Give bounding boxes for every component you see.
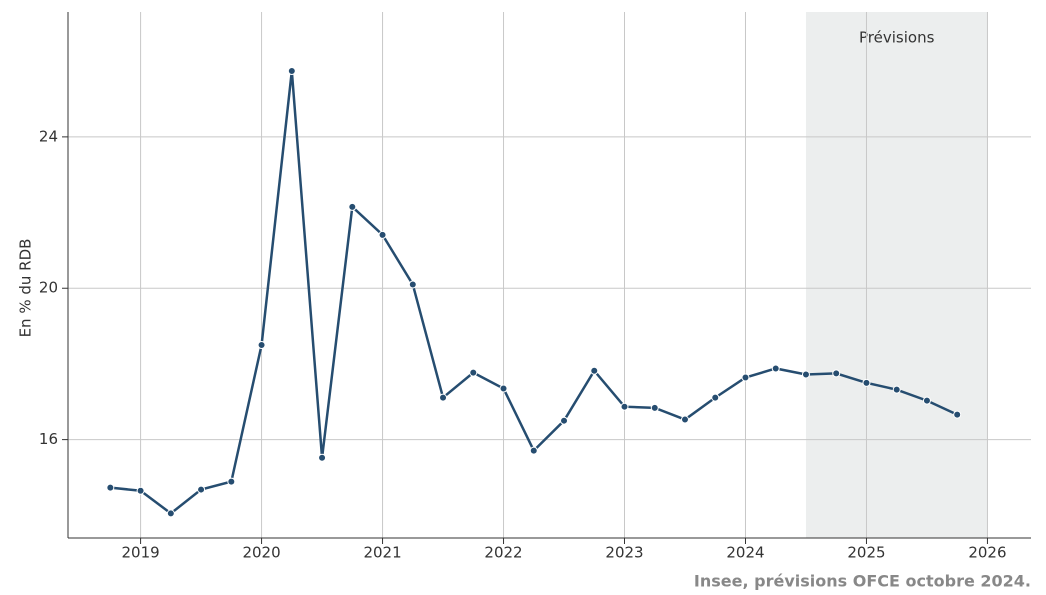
data-point — [529, 446, 538, 455]
data-point — [408, 280, 417, 289]
x-tick-label: 2022 — [484, 544, 522, 562]
data-point — [832, 369, 841, 378]
x-tick-label: 2021 — [363, 544, 401, 562]
data-point — [348, 202, 357, 211]
data-point — [590, 366, 599, 375]
data-point — [257, 341, 266, 350]
y-axis-label: En % du RDB — [17, 239, 35, 338]
data-point — [136, 486, 145, 495]
x-tick-label: 2020 — [242, 544, 280, 562]
data-point — [711, 393, 720, 402]
data-point — [166, 509, 175, 518]
y-tick-label: 24 — [39, 127, 58, 145]
data-point — [106, 483, 115, 492]
forecast-label: Prévisions — [859, 29, 935, 47]
data-point — [499, 384, 508, 393]
data-point — [650, 403, 659, 412]
data-point — [439, 393, 448, 402]
data-point — [620, 402, 629, 411]
data-point — [197, 485, 206, 494]
data-point — [922, 396, 931, 405]
source: Insee, prévisions OFCE octobre 2024. — [694, 572, 1031, 591]
x-tick-label: 2026 — [968, 544, 1006, 562]
data-point — [318, 453, 327, 462]
data-point — [560, 416, 569, 425]
x-tick-label: 2025 — [847, 544, 885, 562]
data-point — [862, 378, 871, 387]
y-tick-label: 20 — [39, 279, 58, 297]
data-point — [892, 385, 901, 394]
data-point — [227, 477, 236, 486]
data-point — [469, 368, 478, 377]
data-point — [287, 67, 296, 76]
y-tick-label: 16 — [39, 430, 58, 448]
data-point — [378, 230, 387, 239]
data-point — [741, 373, 750, 382]
data-point — [680, 415, 689, 424]
forecast-region — [805, 12, 988, 538]
x-tick-label: 2024 — [726, 544, 764, 562]
x-tick-label: 2019 — [121, 544, 159, 562]
x-tick-label: 2023 — [605, 544, 643, 562]
data-point — [771, 364, 780, 373]
data-point — [801, 370, 810, 379]
data-point — [953, 410, 962, 419]
